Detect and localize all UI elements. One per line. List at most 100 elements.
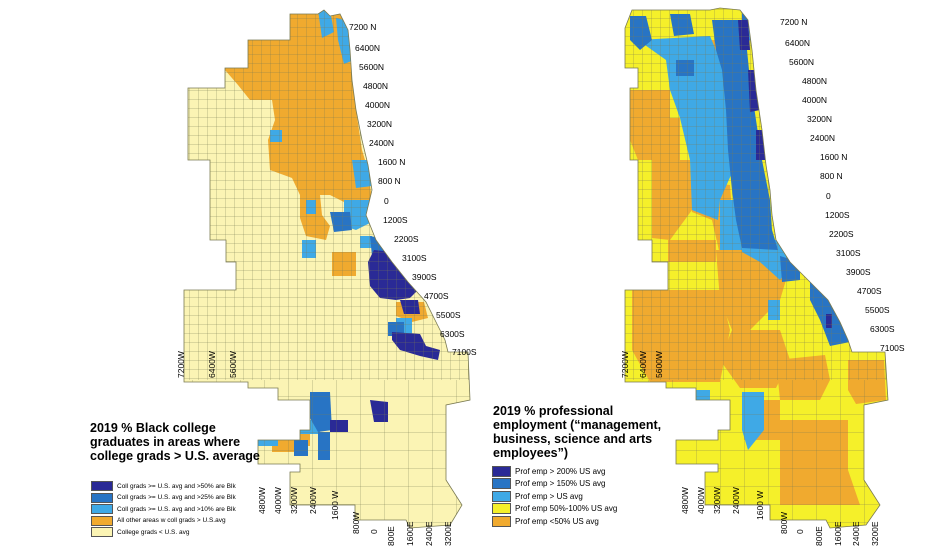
legend-title: 2019 % Black college graduates in areas … — [90, 421, 260, 463]
ns-label: 3200N — [807, 114, 833, 124]
ew-label: 3200W — [712, 487, 722, 514]
legend-swatch — [91, 504, 113, 514]
ns-label: 7100S — [452, 347, 477, 357]
legend-item: Coll grads >= U.S. avg and >10% are Blk — [91, 504, 236, 514]
ew-label: 5600W — [654, 351, 664, 378]
legend: Prof emp > 200% US avg Prof emp > 150% U… — [492, 465, 617, 528]
legend-item: All other areas w coll grads > U.S.avg — [91, 515, 236, 526]
legend-swatch — [91, 527, 113, 537]
ew-label: 800W — [351, 511, 361, 534]
legend-item: Prof emp > US avg — [492, 490, 617, 502]
ew-label: 2400W — [308, 487, 318, 514]
ew-label: 2400W — [731, 487, 741, 514]
ns-label: 5600N — [789, 57, 815, 67]
left-map-panel: 7200 N 6400N 5600N 4800N 4000N 3200N 240… — [90, 9, 477, 546]
ew-label: 1600E — [833, 521, 843, 546]
ns-label: 6400N — [785, 38, 811, 48]
legend: Coll grads >= U.S. avg and >50% are Blk … — [91, 481, 236, 539]
ns-label: 4800N — [363, 81, 389, 91]
legend-swatch — [492, 490, 511, 502]
legend-label: Prof emp > US avg — [515, 491, 583, 501]
ns-label: 1600 N — [378, 157, 406, 167]
ns-label: 4000N — [802, 95, 828, 105]
legend-item: Coll grads >= U.S. avg and >25% are Blk — [91, 492, 236, 503]
ns-label: 4000N — [365, 100, 391, 110]
ew-label: 2400E — [851, 521, 861, 546]
legend-swatch — [91, 515, 113, 526]
ns-label: 7200 N — [349, 22, 377, 32]
ew-label: 7200W — [620, 351, 630, 378]
ew-label: 6400W — [207, 351, 217, 378]
legend-label: Prof emp > 200% US avg — [515, 466, 606, 476]
legend-item: Coll grads >= U.S. avg and >50% are Blk — [91, 481, 236, 491]
legend-title: 2019 % professional employment (“managem… — [493, 404, 662, 460]
ns-label: 3100S — [402, 253, 427, 263]
ns-label: 2200S — [829, 229, 854, 239]
ew-label: 3200E — [870, 521, 880, 546]
legend-swatch — [492, 503, 511, 514]
ns-label: 3200N — [367, 119, 393, 129]
ns-label: 0 — [826, 191, 831, 201]
ew-label: 4800W — [680, 487, 690, 514]
ew-label: 7200W — [176, 351, 186, 378]
ew-label: 1600 W — [330, 490, 340, 520]
ns-label: 800 N — [378, 176, 401, 186]
legend-label: College grads < U.S. avg — [117, 528, 190, 536]
ew-label: 4000W — [696, 487, 706, 514]
ew-label: 800E — [386, 526, 396, 546]
ns-label: 2400N — [369, 138, 395, 148]
ew-label: 1600E — [405, 521, 415, 546]
ew-label: 800W — [779, 511, 789, 534]
ns-label: 3900S — [412, 272, 437, 282]
legend-label: Prof emp <50% US avg — [515, 516, 599, 526]
ns-label: 800 N — [820, 171, 843, 181]
legend-label: Coll grads >= U.S. avg and >10% are Blk — [117, 505, 236, 513]
ew-label: 6400W — [638, 351, 648, 378]
left-choropleth-map — [183, 9, 471, 529]
legend-swatch — [492, 515, 511, 527]
ns-label: 5500S — [436, 310, 461, 320]
ns-label: 4700S — [857, 286, 882, 296]
ew-label: 2400E — [424, 521, 434, 546]
ns-label: 2400N — [810, 133, 836, 143]
legend-swatch — [492, 478, 511, 489]
ns-label: 1600 N — [820, 152, 848, 162]
legend-item: Prof emp <50% US avg — [492, 515, 617, 527]
ns-label: 4800N — [802, 76, 828, 86]
ns-label: 7200 N — [780, 17, 808, 27]
ew-label: 3200E — [443, 521, 453, 546]
legend-swatch — [492, 465, 511, 477]
ew-label: 1600 W — [755, 490, 765, 520]
ns-label: 3900S — [846, 267, 871, 277]
legend-label: Prof emp 50%-100% US avg — [515, 504, 618, 513]
ns-label: 1200S — [825, 210, 850, 220]
legend-swatch — [91, 492, 113, 503]
ns-label: 6300S — [440, 329, 465, 339]
ns-label: 1200S — [383, 215, 408, 225]
legend-label: Prof emp > 150% US avg — [515, 479, 606, 488]
ns-label: 3100S — [836, 248, 861, 258]
ns-label: 0 — [384, 196, 389, 206]
legend-item: Prof emp > 150% US avg — [492, 478, 617, 490]
ew-label: 0 — [795, 529, 805, 534]
ns-label: 6300S — [870, 324, 895, 334]
ew-label: 4000W — [273, 487, 283, 514]
right-map-panel: 7200 N 6400N 5600N 4800N 4000N 3200N 240… — [480, 0, 949, 554]
legend-item: Prof emp > 200% US avg — [492, 465, 617, 477]
ew-label: 3200W — [289, 487, 299, 514]
legend-label: All other areas w coll grads > U.S.avg — [117, 517, 226, 524]
ns-label: 7100S — [880, 343, 905, 353]
legend-label: Coll grads >= U.S. avg and >25% are Blk — [117, 494, 236, 501]
legend-label: Coll grads >= U.S. avg and >50% are Blk — [117, 482, 236, 490]
ew-label: 800E — [814, 526, 824, 546]
ns-label: 2200S — [394, 234, 419, 244]
ns-label: 4700S — [424, 291, 449, 301]
ew-label: 4800W — [257, 487, 267, 514]
legend-item: College grads < U.S. avg — [91, 527, 236, 537]
ns-label: 5500S — [865, 305, 890, 315]
legend-swatch — [91, 481, 113, 491]
ew-label: 0 — [369, 529, 379, 534]
ew-label: 5600W — [228, 351, 238, 378]
ns-label: 5600N — [359, 62, 385, 72]
legend-item: Prof emp 50%-100% US avg — [492, 503, 617, 515]
